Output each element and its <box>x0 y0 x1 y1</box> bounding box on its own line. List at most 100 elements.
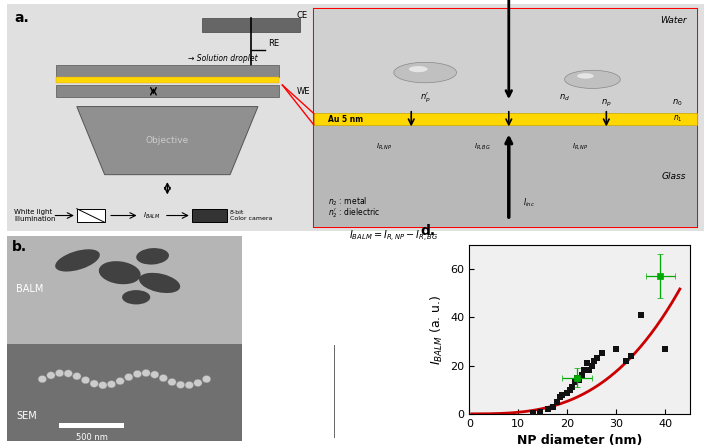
Text: NP4: NP4 <box>397 268 410 274</box>
Bar <box>314 9 697 227</box>
Y-axis label: $I_{BALM}$ (a. u.): $I_{BALM}$ (a. u.) <box>429 294 444 364</box>
Circle shape <box>272 392 297 405</box>
Circle shape <box>368 247 378 253</box>
Bar <box>56 85 279 97</box>
Text: $n_0$: $n_0$ <box>673 97 683 108</box>
Circle shape <box>141 369 150 377</box>
Point <box>542 405 553 413</box>
Bar <box>314 113 697 125</box>
Point <box>625 352 636 360</box>
Circle shape <box>124 373 133 381</box>
Circle shape <box>176 381 185 388</box>
Text: c1.: c1. <box>249 241 267 251</box>
Circle shape <box>565 70 620 89</box>
Bar <box>56 65 279 77</box>
Point <box>596 350 607 357</box>
Ellipse shape <box>137 248 169 265</box>
Circle shape <box>99 381 107 389</box>
Text: NP1: NP1 <box>385 247 400 253</box>
Text: $I_{R,NP}$: $I_{R,NP}$ <box>572 141 588 150</box>
Point <box>567 384 578 391</box>
Text: WE: WE <box>296 87 310 96</box>
Circle shape <box>47 372 55 379</box>
Circle shape <box>64 370 73 377</box>
Circle shape <box>107 380 116 388</box>
Text: $n_p$: $n_p$ <box>601 98 611 109</box>
Bar <box>314 125 697 227</box>
Point <box>564 386 575 393</box>
Text: Au 5 nm: Au 5 nm <box>328 114 363 124</box>
Point <box>574 376 585 384</box>
Point <box>554 393 565 400</box>
Point <box>589 357 600 364</box>
Point <box>552 398 563 405</box>
Circle shape <box>385 301 396 307</box>
Point <box>591 355 602 362</box>
Bar <box>7 236 242 344</box>
Text: c2.: c2. <box>249 348 267 357</box>
Text: Glass: Glass <box>662 172 687 182</box>
Circle shape <box>193 379 202 387</box>
Text: 400 nm: 400 nm <box>341 436 363 441</box>
Bar <box>252 429 284 432</box>
Text: $n_2'$ : dielectric: $n_2'$ : dielectric <box>328 206 380 220</box>
Text: BALM: BALM <box>396 241 419 250</box>
Bar <box>56 77 279 83</box>
Circle shape <box>250 385 276 398</box>
Text: 2 μm: 2 μm <box>255 255 272 260</box>
Point <box>547 403 558 410</box>
Text: $I_{R,BG}$: $I_{R,BG}$ <box>474 141 491 150</box>
Bar <box>314 9 697 113</box>
Circle shape <box>185 381 193 389</box>
Text: b.: b. <box>12 240 27 254</box>
Circle shape <box>90 380 98 387</box>
Point <box>535 409 546 416</box>
Text: $n_d$: $n_d$ <box>559 93 570 103</box>
Text: BALM: BALM <box>16 284 44 294</box>
Text: CE: CE <box>296 11 307 20</box>
Circle shape <box>203 376 210 383</box>
Ellipse shape <box>99 261 141 284</box>
Point <box>620 357 631 364</box>
Text: SEM: SEM <box>375 348 392 356</box>
Text: $I_{BALM}$: $I_{BALM}$ <box>143 210 161 221</box>
Point <box>579 367 590 374</box>
Text: NP2: NP2 <box>403 301 417 307</box>
Point <box>576 372 587 379</box>
Point <box>635 311 646 318</box>
Bar <box>59 423 124 428</box>
Text: $I_{inc}$: $I_{inc}$ <box>523 196 535 209</box>
Ellipse shape <box>122 290 150 304</box>
Text: NP5: NP5 <box>290 307 304 312</box>
Circle shape <box>168 378 176 386</box>
Circle shape <box>378 267 389 274</box>
Circle shape <box>159 374 168 382</box>
Point <box>586 362 597 369</box>
Text: 8-bit
Color camera: 8-bit Color camera <box>230 210 272 221</box>
Text: NP3: NP3 <box>326 266 339 272</box>
Ellipse shape <box>139 273 180 293</box>
Point <box>611 345 622 352</box>
Point <box>660 345 671 352</box>
Point <box>528 409 539 417</box>
Circle shape <box>409 66 427 72</box>
X-axis label: NP diameter (nm): NP diameter (nm) <box>517 434 642 445</box>
Text: Water: Water <box>660 16 687 25</box>
Point <box>562 390 573 397</box>
Text: → Solution droplet: → Solution droplet <box>188 54 258 64</box>
Text: Objective: Objective <box>146 136 189 145</box>
Circle shape <box>307 266 318 272</box>
Circle shape <box>151 371 159 378</box>
Bar <box>77 209 105 222</box>
Text: $n_p'$: $n_p'$ <box>419 91 431 105</box>
Text: $I_{R,NP}$: $I_{R,NP}$ <box>376 141 393 150</box>
Circle shape <box>38 376 46 383</box>
Text: a.: a. <box>14 11 29 25</box>
Text: $n_1$: $n_1$ <box>673 114 683 124</box>
Circle shape <box>394 62 456 83</box>
Circle shape <box>116 377 124 385</box>
Circle shape <box>73 372 81 380</box>
Circle shape <box>81 376 90 384</box>
Bar <box>341 429 373 432</box>
Bar <box>7 344 242 441</box>
